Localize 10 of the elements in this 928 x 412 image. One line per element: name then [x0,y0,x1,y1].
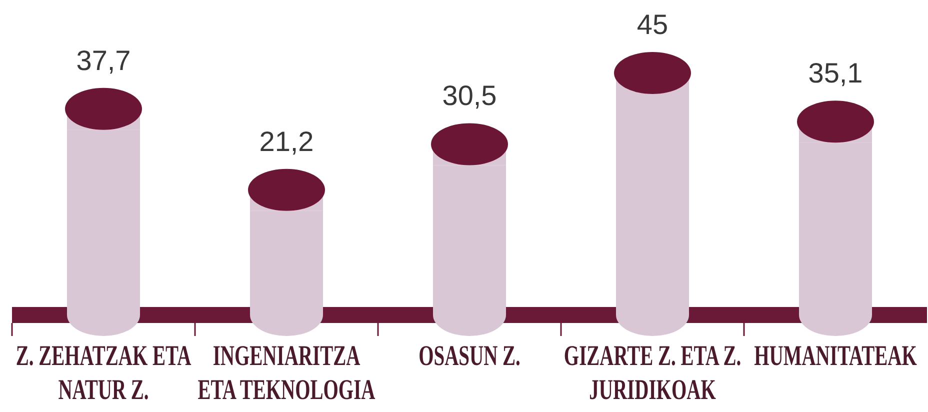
data-label: 35,1 [808,58,863,89]
data-label: 30,5 [442,80,497,112]
data-label: 21,2 [259,126,314,157]
x-tick-label: INGENIARITZA ETA TEKNOLOGIA [198,340,376,406]
data-label: 37,7 [76,44,131,76]
data-label: 45 [636,9,668,40]
x-tick-label: Z. ZEHATZAK ETA NATUR Z. [16,340,192,406]
x-tick-label: HUMANITATEAK [754,340,917,372]
x-tick-label: OSASUN Z. [418,340,520,372]
x-tick-label: GIZARTE Z. ETA Z. JURIDIKOAK [564,340,742,406]
